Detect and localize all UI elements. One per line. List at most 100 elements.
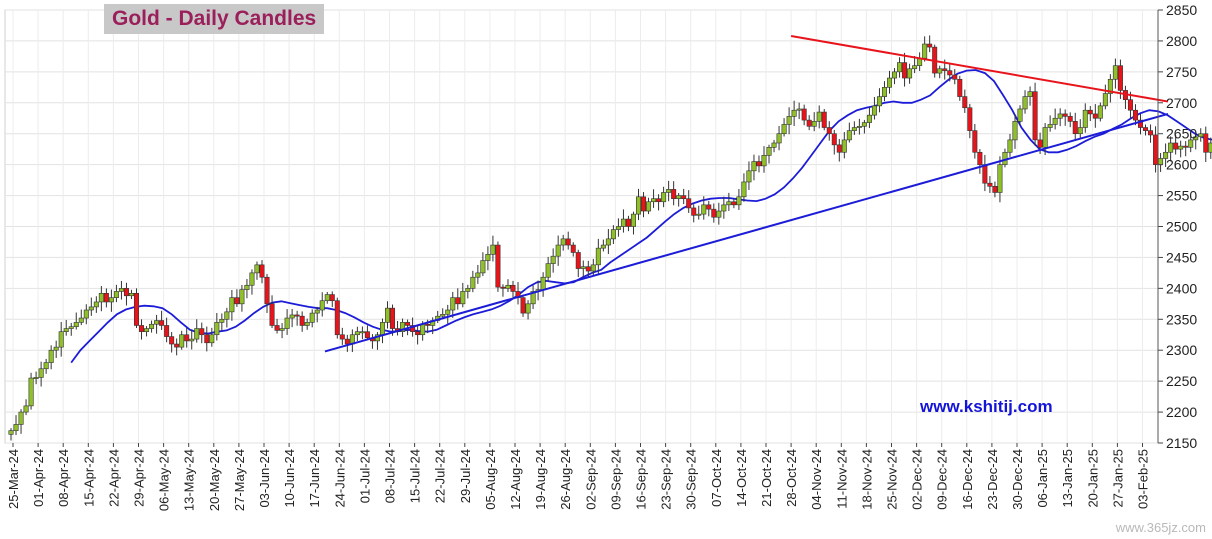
candle-up <box>470 276 476 289</box>
candle-up <box>1027 91 1033 97</box>
candle-up <box>630 213 636 227</box>
candle-up <box>856 125 862 128</box>
candle-up <box>219 318 225 323</box>
y-tick-label: 2400 <box>1166 280 1197 296</box>
candle-down <box>1037 139 1043 148</box>
candle-up <box>701 204 707 215</box>
candle-up <box>545 263 551 278</box>
x-tick-label: 16-Dec-24 <box>960 449 975 510</box>
candle-up <box>224 311 230 320</box>
candle-up <box>646 201 652 212</box>
candle-up <box>490 244 496 255</box>
candle-up <box>1017 108 1023 122</box>
candle-up <box>1178 145 1184 150</box>
candle-up <box>741 181 747 198</box>
candle-up <box>1047 124 1053 128</box>
x-tick-label: 25-Mar-24 <box>6 449 21 509</box>
x-tick-label: 23-Sep-24 <box>659 449 674 510</box>
candle-down <box>962 96 968 109</box>
candle-down <box>1067 116 1073 122</box>
x-tick-label: 22-Apr-24 <box>106 449 121 507</box>
candle-up <box>600 244 606 249</box>
candle-down <box>836 144 842 153</box>
candle-up <box>716 210 722 218</box>
candle-up <box>284 317 290 329</box>
candle-down <box>344 338 350 345</box>
candle-down <box>103 293 109 303</box>
candle-down <box>184 334 190 342</box>
candle-down <box>1127 99 1133 111</box>
candle-up <box>525 303 531 314</box>
x-tick-label: 29-Jul-24 <box>458 449 473 503</box>
candle-up <box>1082 109 1088 128</box>
candle-up <box>696 213 702 216</box>
candle-up <box>907 68 913 79</box>
candle-down <box>425 323 431 326</box>
candle-up <box>530 291 536 305</box>
x-tick-label: 21-Oct-24 <box>759 449 774 507</box>
candle-down <box>992 185 998 193</box>
candle-up <box>590 264 596 272</box>
y-tick-label: 2700 <box>1166 95 1197 111</box>
candle-down <box>1132 109 1138 121</box>
y-tick-label: 2300 <box>1166 342 1197 358</box>
x-tick-label: 15-Apr-24 <box>81 449 96 507</box>
candle-down <box>821 111 827 128</box>
candle-up <box>776 133 782 144</box>
x-tick-label: 20-May-24 <box>207 449 222 511</box>
x-tick-label: 28-Oct-24 <box>784 449 799 507</box>
candle-up <box>721 204 727 212</box>
candle-down <box>139 325 145 332</box>
candle-up <box>189 338 195 342</box>
candle-up <box>666 189 672 193</box>
candle-up <box>791 109 797 117</box>
candle-up <box>866 114 872 123</box>
candle-up <box>73 322 79 328</box>
candle-down <box>706 204 712 210</box>
candle-up <box>816 111 822 122</box>
candle-up <box>1193 136 1199 141</box>
candle-up <box>63 328 69 332</box>
y-tick-label: 2450 <box>1166 249 1197 265</box>
candle-down <box>806 119 812 127</box>
candle-up <box>786 116 792 125</box>
x-tick-label: 27-May-24 <box>232 449 247 511</box>
candle-down <box>415 331 421 336</box>
candle-up <box>179 334 185 348</box>
candle-up <box>43 362 49 370</box>
candle-up <box>113 291 119 298</box>
candle-down <box>1143 127 1149 131</box>
candle-down <box>1072 121 1078 135</box>
candle-up <box>881 87 887 97</box>
candle-up <box>871 105 877 116</box>
candle-up <box>897 62 903 73</box>
candle-down <box>339 334 345 340</box>
x-tick-label: 02-Sep-24 <box>583 449 598 510</box>
y-tick-label: 2800 <box>1166 33 1197 49</box>
candle-down <box>947 70 953 76</box>
candle-up <box>144 328 150 332</box>
x-tick-label: 22-Jul-24 <box>433 449 448 503</box>
candle-up <box>475 272 481 278</box>
y-tick-label: 2150 <box>1166 435 1197 451</box>
y-tick-label: 2650 <box>1166 126 1197 142</box>
candle-down <box>625 218 631 227</box>
candle-up <box>615 226 621 230</box>
resistance-trendline <box>790 34 1169 103</box>
candle-up <box>118 288 124 292</box>
candle-down <box>510 284 516 292</box>
candle-down <box>967 107 973 131</box>
website-annotation: www.kshitij.com <box>920 397 1053 416</box>
candle-up <box>28 377 34 407</box>
candle-up <box>244 284 250 290</box>
axes-layer: 2150 2200 2250 2300 2350 2400 2450 2500 2550 2600… <box>6 2 1197 511</box>
candle-up <box>1057 113 1063 119</box>
candle-down <box>1138 119 1144 128</box>
y-tick-label: 2550 <box>1166 188 1197 204</box>
candle-up <box>214 322 220 336</box>
candle-up <box>78 317 84 323</box>
candle-down <box>334 300 340 336</box>
candle-up <box>922 43 928 59</box>
candle-up <box>1052 117 1058 125</box>
